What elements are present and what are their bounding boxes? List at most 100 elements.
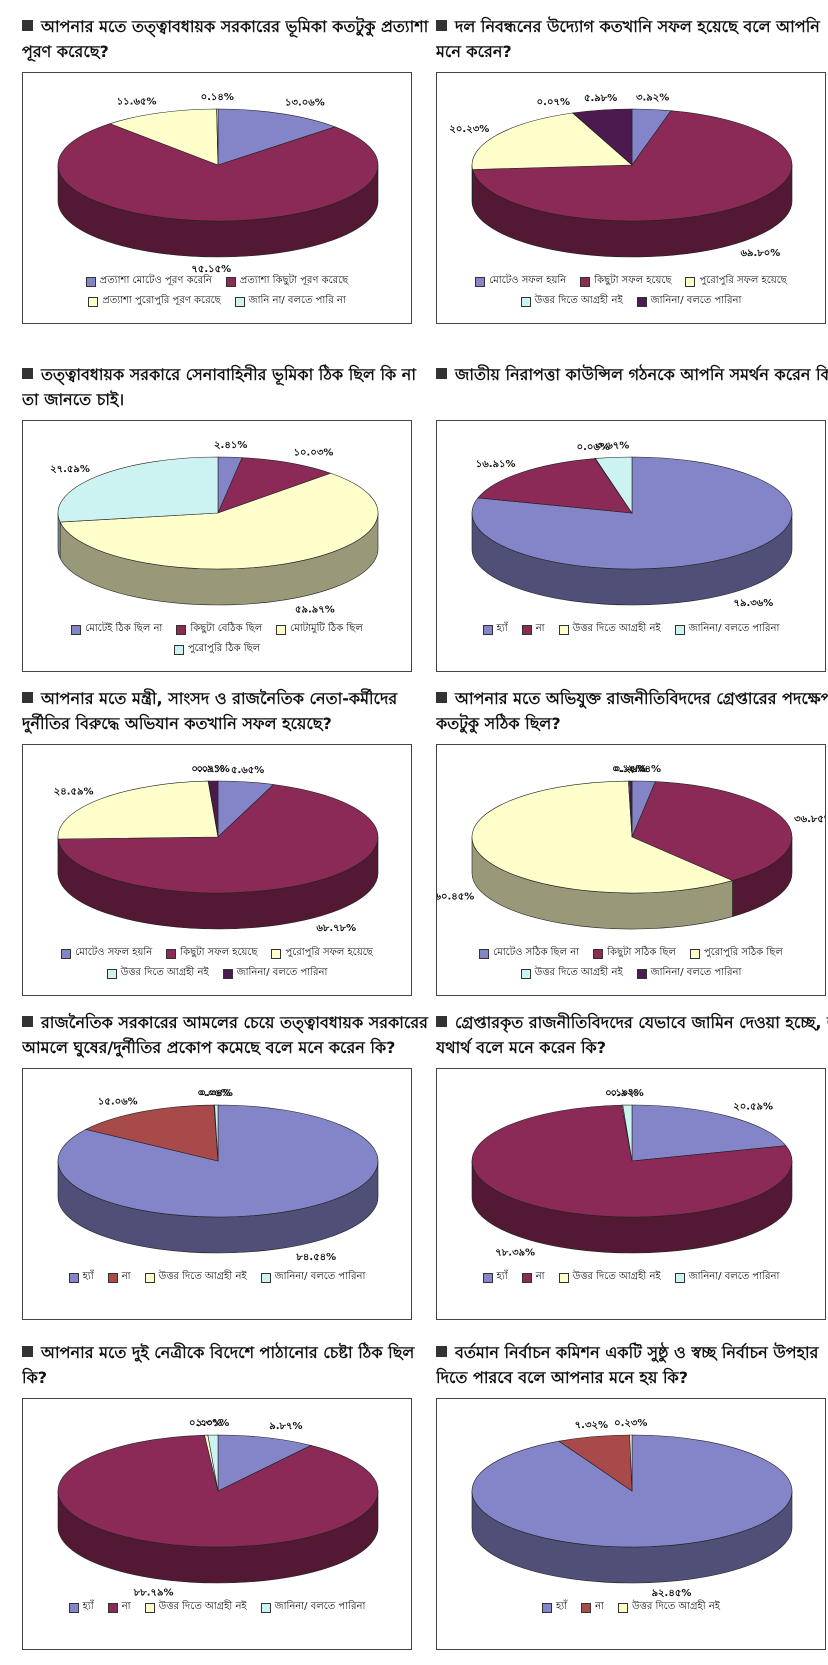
pie-slice	[594, 456, 633, 514]
legend-swatch	[685, 276, 696, 287]
legend-label: মোটামুটি ঠিক ছিল	[290, 623, 363, 634]
legend-label: কিছুটা সফল হয়েছে	[180, 947, 258, 958]
legend: হ্যাঁ না উত্তর দিতে আগ্রহী নই	[437, 1599, 825, 1616]
pie-slice	[477, 458, 633, 514]
legend-swatch	[475, 276, 486, 287]
legend-label: পুরোপুরি সফল হয়েছে	[699, 275, 787, 286]
legend-swatch	[176, 624, 187, 635]
title-bullet	[22, 1016, 33, 1027]
legend-label: কিছুটা সফল হয়েছে	[594, 275, 672, 286]
pie-slice	[208, 780, 219, 838]
legend-label: হ্যাঁ	[496, 623, 508, 634]
legend-item: জানিনা/ বলতে পারিনা	[674, 621, 780, 638]
title-bullet	[436, 20, 447, 31]
legend-swatch	[581, 1602, 592, 1613]
legend-label: জানিনা/ বলতে পারিনা	[274, 1271, 366, 1282]
legend-item: পুরোপুরি সফল হয়েছে	[271, 945, 373, 962]
legend-item: না	[521, 1269, 545, 1286]
title-bullet	[22, 20, 33, 31]
data-label: ৭.৩২%	[575, 1420, 608, 1431]
legend-swatch	[276, 624, 287, 635]
legend-swatch	[558, 624, 569, 635]
data-label: ১৩.০৬%	[285, 98, 325, 109]
legend-label: মোটেই ঠিক ছিল না	[85, 623, 163, 634]
legend-label: পুরোপুরি ঠিক ছিল	[187, 643, 261, 654]
legend-item: উত্তর দিতে আগ্রহী নই	[558, 621, 661, 638]
legend-swatch	[521, 624, 532, 635]
chart-panel: তত্ত্বাবধায়ক সরকারে সেনাবাহিনীর ভূমিকা …	[22, 362, 416, 682]
pie-slice	[471, 780, 734, 894]
legend: হ্যাঁ না উত্তর দিতে আগ্রহী নই জানিনা/ বলতে …	[23, 1599, 411, 1616]
chart-box: ২.৩৪% ৩৬.৮৫% ৬০.৪৫% ০.১০%০.২৬% মোটেও সঠিক ছি…	[436, 744, 826, 996]
legend-label: জানিনা/ বলতে পারিনা	[236, 967, 328, 978]
chart-box: ৮৪.৫৪% ১৫.০৬% ০.০৬% ০.৩৪% হ্যাঁ না উত্তর দিতে …	[22, 1068, 412, 1320]
chart-title-block: আপনার মতে মন্ত্রী, সাংসদ ও রাজনৈতিক নেতা…	[22, 686, 432, 738]
chart-box: ২০.৫৯% ৭৮.৩৯% ০.১০% ০.৯২% হ্যাঁ না উত্তর দিতে …	[436, 1068, 826, 1320]
legend-swatch	[260, 1602, 271, 1613]
legend-swatch	[479, 948, 490, 959]
chart-title: গ্রেপ্তারকৃত রাজনীতিবিদদের যেভাবে জামিন …	[436, 1013, 828, 1057]
legend: মোটেও সফল হয়নি কিছুটা সফল হয়েছে পুরোপুরি…	[437, 273, 825, 310]
legend-item: জানিনা/ বলতে পারিনা	[674, 1269, 779, 1286]
legend-label: না	[595, 1601, 604, 1612]
data-label: ৫.৬৫%	[231, 765, 264, 776]
legend-swatch	[88, 296, 99, 307]
data-label: ০.১০%	[605, 1088, 638, 1099]
legend-swatch	[521, 1272, 532, 1283]
data-label: ০.৯১%	[197, 764, 230, 775]
legend-label: পুরোপুরি সঠিক ছিল	[703, 947, 783, 958]
title-bullet	[436, 1016, 447, 1027]
data-label: ২৭.৫৯%	[50, 464, 90, 475]
title-bullet	[436, 1346, 447, 1357]
data-label: ৭৯.৩৬%	[733, 598, 773, 609]
data-label: ০.৯২%	[610, 1088, 643, 1099]
pie-chart: ৮৪.৫৪% ১৫.০৬% ০.০৬%০.৩৪%	[57, 1088, 379, 1263]
chart-box: ১৩.০৬% ৭৫.১৫% ১১.৬৫% ০.১৪% প্রত্যাশা মোটেও প…	[22, 72, 412, 324]
legend-item: মোটেও সফল হয়নি	[475, 273, 566, 290]
pie-slice	[217, 457, 332, 514]
legend-label: জানিনা/ বলতে পারিনা	[688, 623, 780, 634]
legend-item: উত্তর দিতে আগ্রহী নই	[144, 1599, 247, 1616]
legend-label: উত্তর দিতে আগ্রহী নই	[534, 967, 623, 978]
data-label: ০.০৬%	[197, 1088, 230, 1099]
pie-chart: ১৩.০৬% ৭৫.১৫% ১১.৬৫% ০.১৪%	[57, 92, 379, 273]
chart-panel: আপনার মতে অভিযুক্ত রাজনীতিবিদদের গ্রেপ্ত…	[436, 686, 828, 1006]
legend-swatch	[234, 296, 245, 307]
pie-slice	[217, 108, 336, 166]
legend-swatch	[173, 644, 184, 655]
legend-item: না	[107, 1599, 131, 1616]
pie-slice	[217, 1434, 312, 1492]
data-label: ০.৩৪%	[200, 1088, 233, 1099]
pie-chart: ৩.৯২% ৬৯.৮০% ২০.২৩% ০.০৭% ৫.৯৮%	[449, 93, 793, 259]
legend-item: হ্যাঁ	[68, 1599, 94, 1616]
legend-item: প্রত্যাশা পুরোপুরি পূরণ করেছে	[88, 293, 221, 310]
pie-chart: ২০.৫৯% ৭৮.৩৯% ০.১০%০.৯২%	[471, 1088, 793, 1259]
pie-slice	[57, 784, 379, 894]
legend-item: প্রত্যাশা কিছুটা পূরণ করেছে	[225, 273, 348, 290]
data-label: ০.০৬%	[577, 442, 610, 453]
data-label: ১৫.০৬%	[98, 1096, 138, 1107]
legend-item: মোটেই ঠিক ছিল না	[71, 621, 162, 638]
legend-item: জানিনা/ বলতে পারিনা	[636, 965, 741, 982]
chart-title: তত্ত্বাবধায়ক সরকারে সেনাবাহিনীর ভূমিকা …	[22, 365, 416, 409]
pie-chart: ৯.৮৭% ৮৮.৭৯% ০.৩৩%১.০১%	[57, 1418, 379, 1599]
legend-swatch	[144, 1602, 155, 1613]
chart-title: আপনার মতে অভিযুক্ত রাজনীতিবিদদের গ্রেপ্ত…	[436, 689, 828, 733]
legend-item: মোটামুটি ঠিক ছিল	[276, 621, 363, 638]
legend-item: কিছুটা সঠিক ছিল	[593, 945, 676, 962]
chart-panel: আপনার মতে তত্ত্বাবধায়ক সরকারের ভূমিকা ক…	[22, 14, 428, 334]
chart-title-block: দল নিবন্ধনের উদ্যোগ কতখানি সফল হয়েছে বল…	[436, 14, 828, 66]
chart-title-block: তত্ত্বাবধায়ক সরকারে সেনাবাহিনীর ভূমিকা …	[22, 362, 432, 414]
chart-box: ৩.৯২% ৬৯.৮০% ২০.২৩% ০.০৭% ৫.৯৮% মোটেও সফল হয়…	[436, 72, 826, 324]
pie-chart: ২.৪১% ১০.০৩% ৫৯.৯৭% ২৭.৫৯%	[50, 440, 379, 615]
legend-item: উত্তর দিতে আগ্রহী নই	[558, 1269, 661, 1286]
legend-item: মোটেও সঠিক ছিল না	[479, 945, 579, 962]
legend-label: মোটেও সঠিক ছিল না	[493, 947, 580, 958]
chart-title: আপনার মতে দুই নেত্রীকে বিদেশে পাঠানোর চে…	[22, 1343, 415, 1387]
legend-swatch	[107, 1602, 118, 1613]
chart-panel: দল নিবন্ধনের উদ্যোগ কতখানি সফল হয়েছে বল…	[436, 14, 828, 334]
legend-item: পুরোপুরি সঠিক ছিল	[689, 945, 783, 962]
legend-item: হ্যাঁ	[482, 621, 508, 638]
legend-label: হ্যাঁ	[496, 1271, 508, 1282]
chart-panel: আপনার মতে মন্ত্রী, সাংসদ ও রাজনৈতিক নেতা…	[22, 686, 414, 1006]
